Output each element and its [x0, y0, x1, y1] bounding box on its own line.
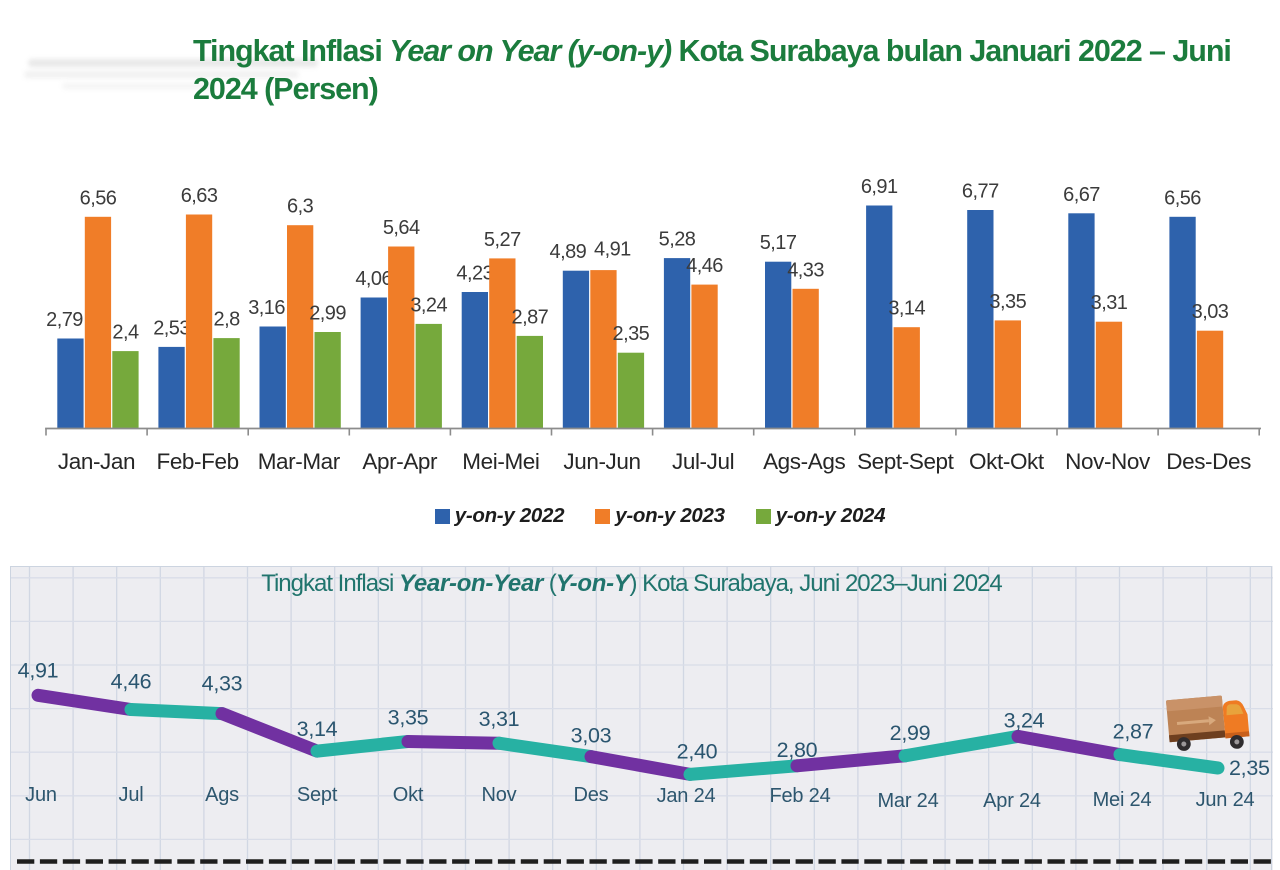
bar-value-label: 2,35 [613, 323, 650, 345]
bar [967, 210, 994, 429]
bar-category-label: Nov-Nov [1065, 449, 1151, 474]
line-chart-title-segment: Year-on-Year [399, 570, 544, 597]
bar-category-label: Okt-Okt [969, 449, 1045, 474]
bar-chart-title-segment: Tingkat Inflasi [193, 34, 390, 68]
legend-item: y-on-y 2022 [434, 504, 565, 528]
bar-value-label: 2,53 [153, 317, 190, 339]
bar-value-label: 6,63 [181, 185, 218, 207]
line-chart-title-segment: ( [543, 570, 557, 597]
bar-category-label: Jun-Jun [563, 449, 640, 474]
bar-value-label: 4,46 [686, 255, 723, 277]
bar-chart: 2,79 2,53 3,16 4,06 4,23 4,89 5,28 5,17 6,91 6,77… [45, 176, 1261, 474]
line-chart-title: Tingkat Inflasi Year-on-Year (Y-on-Y) Ko… [0, 570, 1263, 598]
legend-label: y-on-y 2022 [454, 504, 565, 527]
legend-label: y-on-y 2023 [615, 504, 725, 527]
bar-chart-legend: y-on-y 2022 y-on-y 2023 y-on-y 2024 [40, 503, 1280, 529]
line-chart-panel [10, 566, 1272, 870]
bar-value-label: 4,89 [550, 241, 587, 263]
bar [84, 216, 112, 429]
legend-label: y-on-y 2024 [775, 504, 886, 527]
bar [1196, 330, 1224, 429]
bar-value-label: 4,06 [355, 268, 392, 290]
bar [866, 205, 893, 429]
bar-category-label: Sept-Sept [857, 449, 955, 474]
line-chart-title-segment: ) Kota Surabaya, Juni 2023–Juni 2024 [629, 570, 1002, 597]
bar-chart-title-segment: Kota Surabaya bulan Januari 2022 – Juni [671, 34, 1232, 68]
legend-swatch-icon [434, 508, 450, 524]
bar [792, 288, 819, 429]
bar [259, 326, 286, 429]
legend-item: y-on-y 2023 [595, 504, 725, 528]
bar-category-label: Apr-Apr [362, 449, 438, 474]
bar [1095, 321, 1123, 429]
bar [562, 270, 590, 429]
bar-value-label: 4,33 [787, 259, 824, 281]
bar-value-label: 6,3 [287, 196, 314, 218]
bar [213, 338, 240, 429]
line-chart-title-segment: Y-on-Y [555, 570, 630, 597]
bar-value-label: 6,67 [1063, 184, 1100, 206]
bar-value-label: 2,87 [512, 306, 549, 328]
bar-category-label: Des-Des [1166, 449, 1251, 474]
bar-category-label: Mar-Mar [258, 449, 341, 474]
bar-category-label: Feb-Feb [156, 449, 238, 474]
line-chart-title-segment: Tingkat Inflasi [261, 570, 400, 597]
bar [314, 332, 341, 429]
bar-value-label: 2,79 [46, 309, 83, 331]
bar-value-label: 2,99 [309, 303, 346, 325]
bar-value-label: 3,14 [888, 298, 925, 320]
bar [388, 246, 415, 429]
bar-value-label: 5,28 [659, 229, 696, 251]
bar [57, 338, 84, 429]
bar [765, 261, 792, 429]
bar-value-label: 2,4 [112, 322, 139, 344]
bar-category-label: Ags-Ags [763, 449, 845, 474]
bar-category-label: Jul-Jul [672, 449, 734, 474]
bar-value-label: 3,03 [1192, 301, 1229, 323]
bar-value-label: 4,91 [594, 239, 631, 261]
bar [994, 320, 1021, 429]
bar [663, 258, 691, 429]
bar-value-label: 4,23 [456, 263, 493, 285]
bar [415, 323, 442, 429]
bar [287, 225, 314, 429]
legend-swatch-icon [755, 508, 771, 524]
bar-category-label: Jan-Jan [58, 449, 135, 474]
bar-value-label: 5,64 [383, 217, 420, 239]
bar-value-label: 6,56 [80, 187, 117, 209]
bar [112, 351, 139, 429]
bar [1169, 216, 1196, 429]
bar-value-label: 3,35 [989, 291, 1026, 313]
bar-value-label: 3,31 [1091, 292, 1128, 314]
watermark-blur-stroke [62, 83, 212, 89]
bar-value-label: 2,8 [214, 309, 241, 331]
legend-item: y-on-y 2024 [755, 504, 886, 528]
bar-value-label: 6,91 [861, 176, 898, 198]
bar-value-label: 5,27 [484, 229, 521, 251]
bar-chart-title: Tingkat Inflasi Year on Year (y-on-y) Ko… [193, 33, 1253, 108]
bar [158, 346, 185, 429]
bar [617, 352, 645, 429]
bar-value-label: 3,16 [248, 297, 285, 319]
bar-value-label: 6,56 [1164, 187, 1201, 209]
bar [893, 327, 920, 429]
bar [461, 292, 488, 429]
bar [489, 258, 516, 429]
bar-chart-title-segment: 2024 (Persen) [193, 71, 379, 106]
bar [185, 214, 213, 429]
bar [1068, 213, 1095, 429]
bar-category-label: Mei-Mei [462, 449, 539, 474]
bar-value-label: 5,17 [760, 232, 797, 254]
bar [360, 297, 387, 429]
bar [590, 270, 617, 429]
bar-chart-title-segment: Year on Year (y-on-y) [389, 34, 672, 68]
bar [691, 284, 718, 429]
bar [516, 335, 543, 429]
legend-swatch-icon [595, 508, 611, 524]
bar-value-label: 3,24 [410, 294, 447, 316]
bar-value-label: 6,77 [962, 181, 999, 203]
